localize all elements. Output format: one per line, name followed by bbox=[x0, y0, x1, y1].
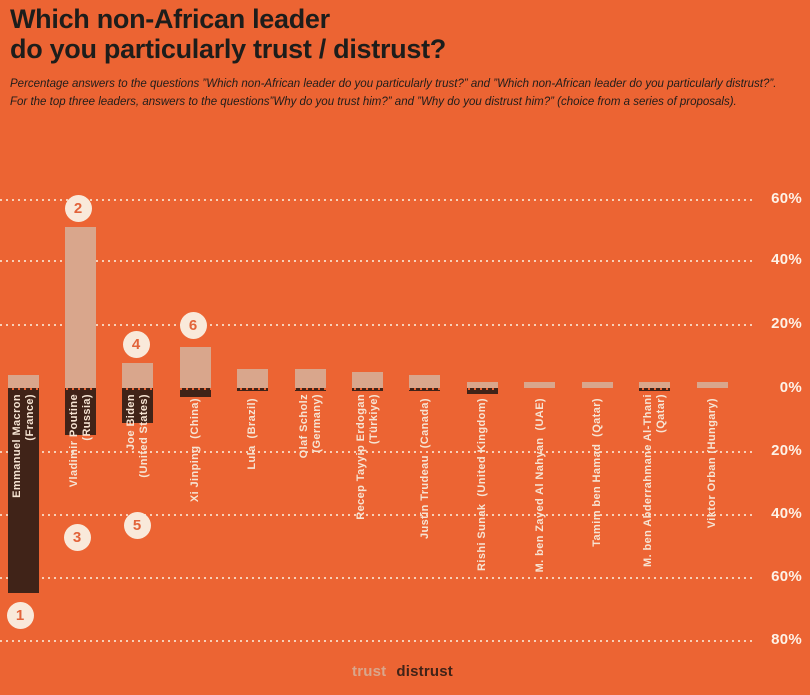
zero-line bbox=[0, 388, 755, 390]
trust-bar bbox=[7, 375, 39, 388]
axis-tick-label: 20% bbox=[771, 442, 802, 459]
legend-distrust-label: distrust bbox=[396, 663, 453, 680]
trust-bar bbox=[466, 381, 498, 388]
grid-line bbox=[0, 260, 755, 262]
bar-label-text: Viktor Orban (Hungary) bbox=[705, 398, 718, 529]
distrust-bar bbox=[179, 388, 211, 398]
bar-label-text: M. ben Abderrahmane Al-Thani (Qatar) bbox=[642, 394, 667, 567]
bar-label-text: Emmanuel Macron (France) bbox=[10, 394, 36, 498]
axis-tick-label: 40% bbox=[771, 505, 802, 522]
trust-bar bbox=[122, 362, 154, 388]
grid-line bbox=[0, 199, 755, 201]
trust-bar bbox=[352, 372, 384, 388]
distrust-bar bbox=[7, 388, 39, 593]
bar-label-text: Lula (Brazil) bbox=[246, 398, 259, 470]
bar-label-text: Rishi Sunak (United Kingdom) bbox=[476, 398, 489, 571]
chart-subtitle: Percentage answers to the questions ”Whi… bbox=[10, 78, 777, 108]
axis-tick-label: 80% bbox=[771, 631, 802, 648]
trust-bar bbox=[581, 381, 613, 388]
axis-tick-label: 60% bbox=[771, 190, 802, 207]
trust-bar bbox=[696, 381, 728, 388]
rank-badge: 1 bbox=[6, 601, 34, 629]
rank-badge: 4 bbox=[122, 330, 150, 358]
distrust-bar bbox=[122, 388, 154, 423]
axis-tick-label: 0% bbox=[779, 379, 802, 396]
legend-trust-label: trust bbox=[352, 663, 387, 680]
title-line-2: do you particularly trust / distrust? bbox=[10, 34, 446, 64]
grid-line bbox=[0, 324, 755, 326]
grid-line bbox=[0, 577, 755, 579]
trust-bar bbox=[524, 381, 556, 388]
grid-line bbox=[0, 451, 755, 453]
rank-badge: 5 bbox=[123, 511, 151, 539]
grid-line bbox=[0, 514, 755, 516]
bar-label-text: Vladimir Poutine (Russia) bbox=[67, 394, 93, 488]
bar-label-text: Xi Jinping (China) bbox=[189, 398, 201, 503]
legend: trust distrust bbox=[0, 663, 805, 680]
bar-label-text: Recep Tayyip Erdogan (Türkiye) bbox=[355, 394, 380, 520]
bar-label-text: M. ben Zayed Al Nahyan (UAE) bbox=[533, 398, 546, 573]
trust-bar bbox=[409, 375, 441, 388]
bar-label-text: Joe Biden (United States) bbox=[125, 394, 150, 478]
rank-badge: 6 bbox=[179, 311, 207, 339]
rank-badge: 3 bbox=[63, 523, 91, 551]
trust-bar bbox=[294, 369, 326, 388]
bar-label-text: Justin Trudeau (Canada) bbox=[418, 398, 431, 540]
title-line-1: Which non-African leader bbox=[10, 4, 330, 34]
bar-label-text: Tamim ben Hamad (Qatar) bbox=[590, 398, 603, 547]
trust-bar bbox=[237, 369, 269, 388]
trust-bar bbox=[179, 347, 211, 388]
axis-tick-label: 60% bbox=[771, 568, 802, 585]
axis-tick-label: 20% bbox=[771, 315, 802, 332]
grid-line bbox=[0, 640, 755, 642]
rank-badge: 2 bbox=[64, 194, 92, 222]
axis-tick-label: 40% bbox=[771, 251, 802, 268]
trust-bar bbox=[639, 381, 671, 388]
distrust-bar bbox=[466, 388, 498, 395]
distrust-bar bbox=[64, 388, 96, 436]
bar-label-text: Olaf Scholz (Germany) bbox=[297, 394, 323, 459]
trust-bar bbox=[64, 227, 96, 388]
page-title: Which non-African leader do you particul… bbox=[10, 4, 446, 64]
